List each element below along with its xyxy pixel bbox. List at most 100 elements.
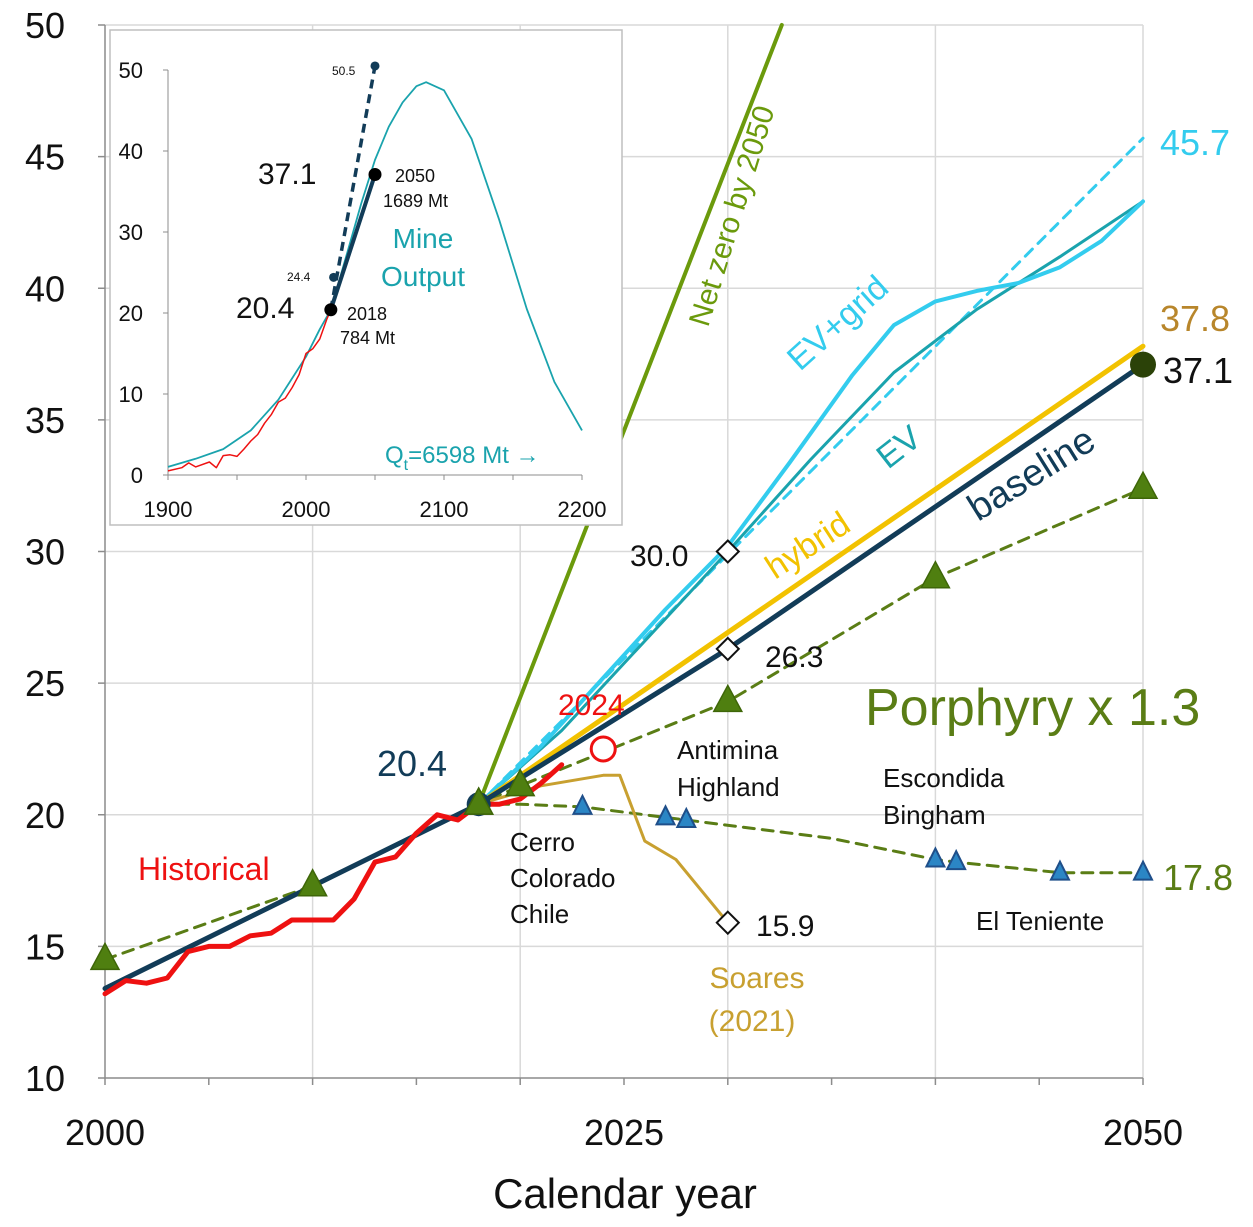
inset-axes: 0 10 20 30 40 50 1900 2000 2100 2200 [119,58,607,522]
value-26-3: 26.3 [765,641,823,674]
inset-markers [324,61,382,317]
value-30-0: 30.0 [630,540,688,573]
value-37-1: 37.1 [1163,350,1233,391]
inset-point-marker [368,167,382,181]
blue-triangle-marker [654,804,677,826]
inset-y-tick-label-50: 50 [119,58,143,83]
inset-x-tick-label-1900: 1900 [144,497,193,522]
mine-bingham: Bingham [883,800,986,830]
end-circle-marker [1130,351,1156,378]
inset-point-marker [370,61,380,71]
y-tick-label-40: 40 [25,268,65,309]
value-37-8: 37.8 [1160,298,1230,339]
value-17-8: 17.8 [1163,857,1233,898]
mine-chile: Chile [510,899,569,929]
green-triangle-marker [89,941,121,971]
inset-x-tick-label-2200: 2200 [558,497,607,522]
diamond-marker [715,910,741,936]
y-tick-label-20: 20 [25,795,65,836]
mine-escondida: Escondida [883,763,1005,793]
blue-triangle-marker [571,793,594,815]
inset-chart: 0 10 20 30 40 50 1900 2000 2100 2200 50.5 37.1 20… [109,29,623,526]
inset-y-tick-label-30: 30 [119,220,143,245]
green-triangle-marker [504,768,536,797]
mine-el-teniente: El Teniente [976,906,1104,936]
series-net-zero-by-2050 [476,23,784,807]
series-ev-grid-trend [477,136,1145,806]
mine-output-label-1: Mine [393,223,454,254]
inset-value-50-5: 50.5 [332,64,356,78]
y-tick-label-25: 25 [25,663,65,704]
value-45-7: 45.7 [1160,122,1230,163]
inset-2018-mt: 784 Mt [340,328,395,348]
open-circle-2024 [589,735,617,763]
inset-y-tick-label-10: 10 [119,382,143,407]
main-markers [89,351,1159,971]
inset-value-37-1: 37.1 [258,158,316,191]
series-porphyry-lower [477,802,1145,875]
soares-label-line2: (2021) [709,1005,796,1038]
inset-value-24-4: 24.4 [287,270,311,284]
blue-triangle-marker [1049,859,1071,881]
mine-output-label-2: Output [381,261,465,292]
blue-triangle-marker [945,848,967,871]
inset-series-mine-output [167,81,583,468]
y-tick-label-35: 35 [25,400,65,441]
series-hybrid [476,343,1146,807]
start-triangle-marker [463,786,494,815]
mine-colorado: Colorado [510,863,616,893]
y-tick-label-45: 45 [25,137,65,178]
series-ev-grid [476,199,1145,807]
qt-label: Qt=6598 Mt → [385,442,540,474]
series-ev [477,199,1145,806]
ev-grid-label: EV+grid [780,268,896,378]
inset-series [167,65,583,472]
ev-label: EV [870,418,929,476]
green-triangle-marker [297,868,328,897]
diamond-marker [715,539,741,564]
blue-triangle-marker [675,806,697,829]
green-triangle-marker [1127,470,1159,499]
inset-y-tick-label-40: 40 [119,139,143,164]
mine-highland: Highland [677,772,780,802]
porphyry-label: Porphyry x 1.3 [865,679,1200,737]
start-value-label: 20.4 [377,743,447,784]
year-2024-label: 2024 [558,689,625,722]
mine-antamina: Antimina [677,735,779,765]
series-baseline [102,362,1146,991]
inset-value-20-4: 20.4 [236,292,294,325]
value-15-9: 15.9 [756,910,814,943]
x-tick-label-2050: 2050 [1103,1112,1183,1153]
inset-point-marker [329,272,339,282]
green-triangle-marker [712,683,744,713]
soares-label-line1: Soares [709,962,804,995]
x-tick-label-2000: 2000 [65,1112,145,1153]
inset-frame [109,29,623,526]
y-tick-label-15: 15 [25,926,65,967]
inset-x-tick-label-2100: 2100 [420,497,469,522]
blue-triangle-marker [924,846,947,868]
x-tick-label-2025: 2025 [584,1112,664,1153]
inset-point-marker [324,303,338,317]
y-tick-label-50: 50 [25,5,65,46]
y-tick-label-10: 10 [25,1058,65,1099]
inset-y-tick-label-0: 0 [131,463,143,488]
diamond-marker [715,636,741,662]
historical-label: Historical [138,851,270,887]
blue-triangle-marker [1132,859,1154,881]
inset-series-historical [167,309,332,472]
inset-series-baseline-dashed [329,65,377,311]
mine-cerro: Cerro [510,827,575,857]
x-axis-title: Calendar year [493,1170,757,1217]
net-zero-label: Net zero by 2050 [683,102,781,330]
y-tick-label-30: 30 [25,532,65,573]
inset-x-tick-label-2000: 2000 [282,497,331,522]
inset-2050-mt: 1689 Mt [383,191,448,211]
inset-series-baseline [328,173,377,311]
inset-2018-year: 2018 [347,304,387,324]
green-triangle-marker [920,560,951,589]
inset-2050-year: 2050 [395,166,435,186]
